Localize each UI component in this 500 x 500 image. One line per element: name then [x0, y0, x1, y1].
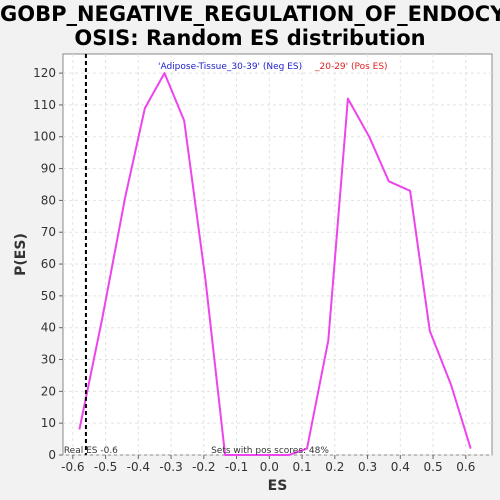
x-tick-label: 0.2	[325, 460, 344, 474]
pos-es-label: _20-29' (Pos ES)	[314, 62, 388, 72]
x-tick-label: -0.3	[159, 460, 182, 474]
pos-scores-label: Sets with pos scores: 48%	[211, 446, 329, 456]
y-tick-label: 20	[41, 384, 56, 398]
y-tick-label: 10	[41, 416, 56, 430]
plot-area	[62, 53, 493, 456]
y-tick-label: 40	[41, 321, 56, 335]
y-axis-label: P(ES)	[13, 233, 29, 276]
x-tick-label: 0.1	[293, 460, 312, 474]
y-tick-label: 80	[41, 193, 56, 207]
neg-es-label: 'Adipose-Tissue_30-39' (Neg ES)	[158, 62, 302, 72]
x-tick-label: -0.4	[127, 460, 150, 474]
x-tick-label: -0.2	[192, 460, 215, 474]
x-tick-label: -0.6	[61, 460, 84, 474]
y-tick-label: 30	[41, 353, 56, 367]
y-tick-label: 70	[41, 225, 56, 239]
y-tick-label: 0	[48, 448, 56, 462]
y-tick-label: 50	[41, 289, 56, 303]
es-distribution-line	[78, 72, 472, 456]
chart-title: GOBP_NEGATIVE_REGULATION_OF_ENDOCYT OSIS…	[0, 2, 500, 50]
y-tick-label: 60	[41, 257, 56, 271]
x-tick-label: 0.0	[260, 460, 279, 474]
x-axis-label: ES	[268, 478, 288, 494]
y-tick-label: 90	[41, 162, 56, 176]
x-tick-label: 0.6	[456, 460, 475, 474]
chart-title-line-2: OSIS: Random ES distribution	[74, 26, 426, 50]
x-tick-label: -0.5	[94, 460, 117, 474]
x-tick-label: 0.3	[358, 460, 377, 474]
chart-title-line-1: GOBP_NEGATIVE_REGULATION_OF_ENDOCYT	[0, 2, 500, 26]
x-tick-label: 0.4	[391, 460, 410, 474]
x-tick-label: 0.5	[424, 460, 443, 474]
y-tick-label: 110	[33, 98, 56, 112]
real-es-label: Real ES -0.6	[64, 446, 118, 456]
y-tick-label: 120	[33, 66, 56, 80]
y-tick-label: 100	[33, 130, 56, 144]
x-tick-label: -0.1	[225, 460, 248, 474]
